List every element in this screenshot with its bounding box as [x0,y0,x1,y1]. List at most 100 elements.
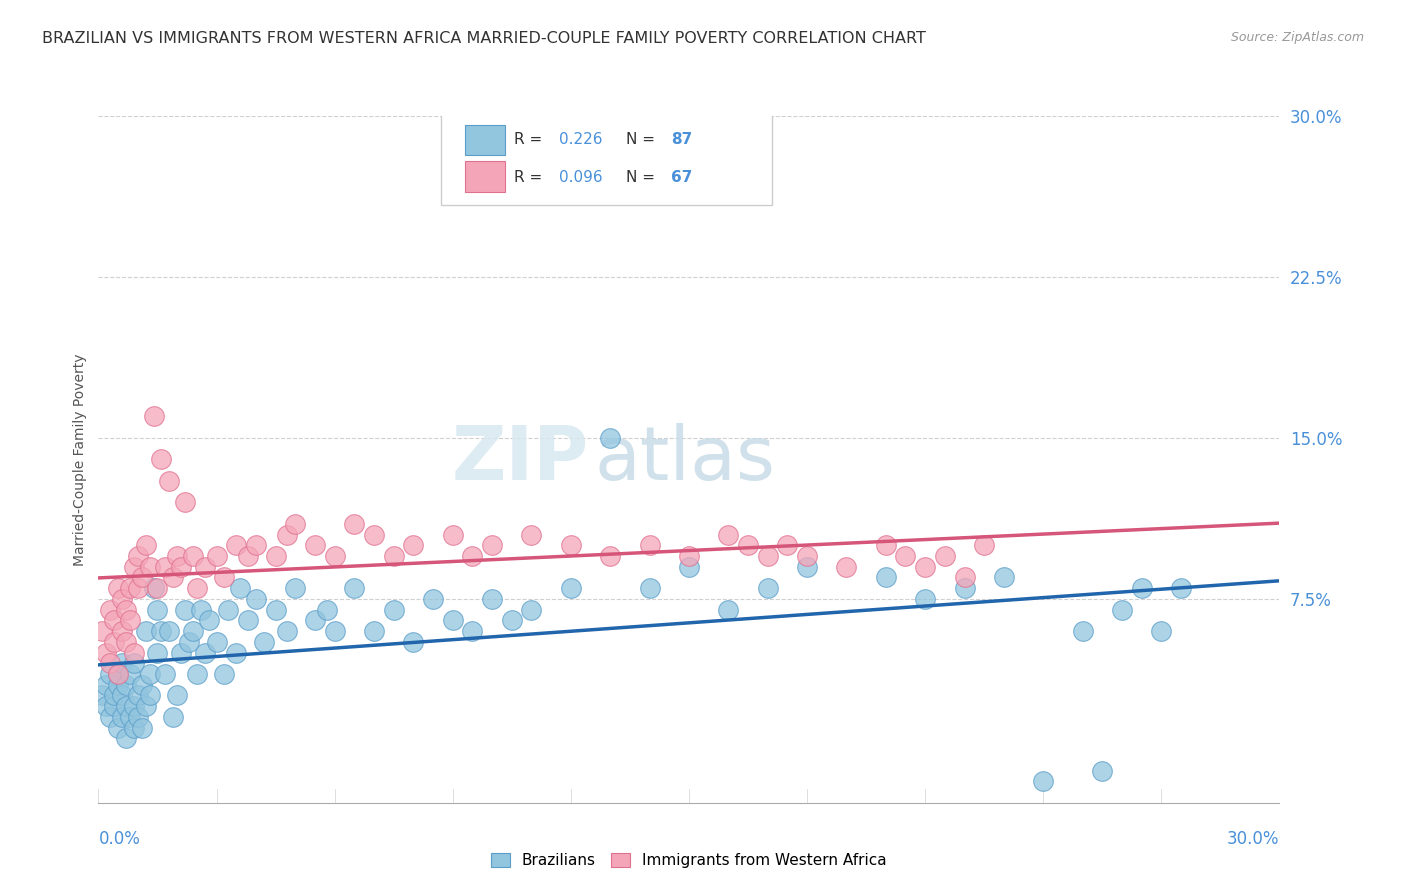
Point [382,549,405,563]
Point [441,527,464,541]
Point [323,549,346,563]
Point [138,559,160,574]
Text: 0.226: 0.226 [560,132,603,147]
Point [284,581,307,595]
Point [214,667,236,681]
Point [91,689,114,703]
Point [1032,774,1054,789]
Point [717,527,740,541]
Point [217,602,239,616]
Point [363,624,385,639]
Point [96,678,118,692]
Point [599,549,621,563]
Point [146,646,169,660]
Text: atlas: atlas [595,423,776,496]
Point [135,538,157,552]
Text: ZIP: ZIP [451,423,589,496]
Point [756,581,779,595]
Point [973,538,995,552]
Point [914,591,936,606]
Point [214,570,236,584]
Point [875,570,897,584]
Point [162,710,184,724]
Point [245,538,267,552]
Point [520,527,543,541]
Point [934,549,956,563]
Point [103,613,125,627]
Point [315,602,337,616]
Point [599,431,621,445]
FancyBboxPatch shape [464,125,505,155]
Point [118,710,141,724]
Point [276,527,298,541]
Point [402,635,425,649]
Point [115,635,138,649]
Point [122,559,145,574]
Point [138,667,160,681]
Point [91,624,114,639]
Point [155,559,177,574]
Point [127,689,149,703]
Point [98,667,121,681]
Point [118,581,141,595]
Point [115,731,138,746]
Point [146,581,169,595]
Point [186,667,208,681]
Point [284,516,307,531]
Point [98,602,121,616]
Text: 67: 67 [671,170,693,186]
Point [98,710,121,724]
Point [560,581,582,595]
Point [98,657,121,671]
Point [343,581,366,595]
Text: N =: N = [626,132,655,147]
Point [174,495,197,509]
Point [481,538,503,552]
Point [150,624,173,639]
Point [115,699,138,714]
Point [402,538,425,552]
Point [174,602,197,616]
Point [953,581,976,595]
Point [96,646,118,660]
Point [127,549,149,563]
Point [1111,602,1133,616]
Point [157,474,180,488]
Point [756,549,779,563]
Point [115,602,138,616]
Point [953,570,976,584]
Point [131,721,153,735]
Point [343,516,366,531]
Point [166,549,188,563]
Point [225,538,247,552]
Point [155,667,177,681]
Text: 30.0%: 30.0% [1227,830,1279,847]
Point [560,538,582,552]
Point [190,602,212,616]
Point [363,527,385,541]
Point [186,581,208,595]
Point [894,549,917,563]
Point [127,581,149,595]
Point [481,591,503,606]
Point [638,581,661,595]
Point [1170,581,1192,595]
Point [264,549,287,563]
Point [177,635,200,649]
Point [103,699,125,714]
Text: BRAZILIAN VS IMMIGRANTS FROM WESTERN AFRICA MARRIED-COUPLE FAMILY POVERTY CORREL: BRAZILIAN VS IMMIGRANTS FROM WESTERN AFR… [42,31,927,46]
Point [107,581,129,595]
Point [323,624,346,639]
Point [111,689,134,703]
Point [678,559,700,574]
Point [993,570,1015,584]
Y-axis label: Married-Couple Family Poverty: Married-Couple Family Poverty [73,353,87,566]
Point [162,570,184,584]
Point [737,538,759,552]
Point [150,452,173,467]
Point [142,409,165,424]
Point [107,667,129,681]
Point [253,635,276,649]
Text: 87: 87 [671,132,693,147]
Point [194,559,217,574]
